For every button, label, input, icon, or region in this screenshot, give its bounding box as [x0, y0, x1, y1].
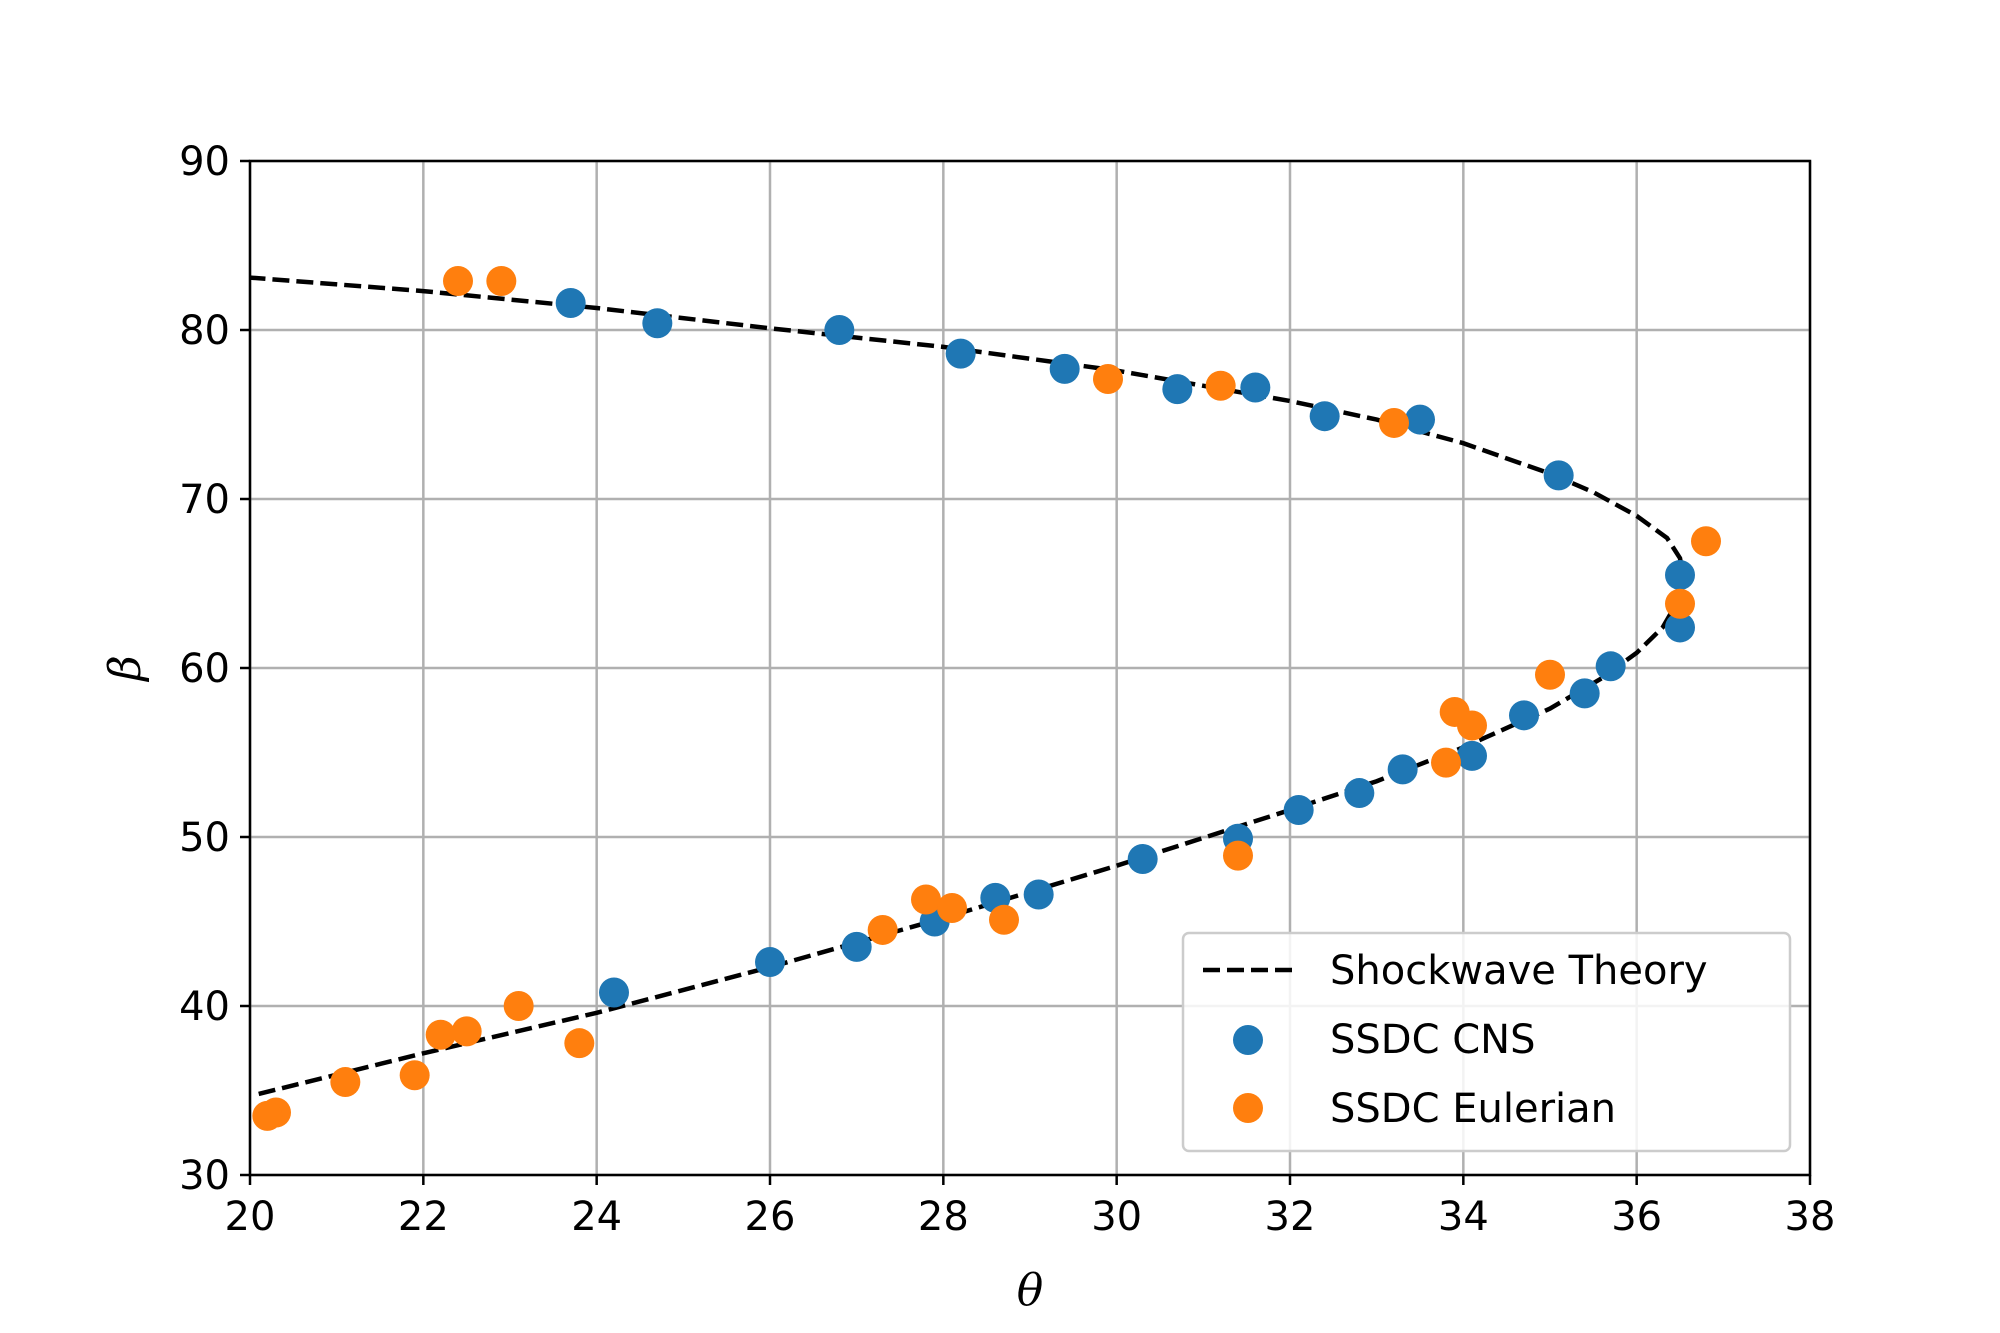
cns-point — [1543, 460, 1574, 491]
cns-point — [1283, 794, 1314, 825]
cns-point — [1309, 401, 1340, 432]
cns-point — [1387, 754, 1418, 785]
plot-area — [249, 265, 1721, 1131]
eulerian-point — [425, 1019, 456, 1050]
cns-point — [642, 308, 673, 339]
eulerian-point — [443, 265, 473, 296]
cns-point — [1665, 560, 1695, 591]
eulerian-point — [937, 892, 967, 923]
x-tick-label: 36 — [1611, 1194, 1662, 1240]
ticks: 20 22 24 26 28 30 32 34 36 38 30 40 50 60 70 80 90 — [179, 139, 1835, 1240]
eulerian-point — [1535, 659, 1565, 690]
cns-point — [1405, 404, 1435, 435]
x-tick-label: 38 — [1785, 1194, 1836, 1240]
cns-point — [1127, 843, 1158, 874]
x-tick-label: 32 — [1265, 1194, 1316, 1240]
eulerian-point — [252, 1100, 283, 1131]
legend-eulerian-swatch — [1233, 1093, 1263, 1123]
cns-point — [1344, 778, 1375, 809]
x-tick-label: 24 — [571, 1194, 622, 1240]
cns-point — [555, 287, 586, 318]
y-tick-label: 40 — [179, 984, 230, 1030]
eulerian-point — [1665, 588, 1695, 619]
cns-point — [755, 947, 785, 978]
x-tick-label: 26 — [745, 1194, 796, 1240]
eulerian-point — [399, 1060, 430, 1091]
eulerian-point — [1691, 526, 1721, 557]
legend: Shockwave Theory SSDC CNS SSDC Eulerian — [1181, 931, 1792, 1153]
x-tick-label: 30 — [1091, 1194, 1142, 1240]
y-tick-label: 70 — [179, 477, 230, 523]
eulerian-point — [1457, 710, 1487, 741]
x-tick-label: 28 — [918, 1194, 969, 1240]
y-tick-label: 30 — [179, 1153, 230, 1199]
eulerian-point — [1431, 747, 1461, 778]
y-tick-label: 90 — [179, 139, 230, 185]
y-tick-label: 80 — [179, 308, 230, 354]
eulerian-point — [989, 904, 1019, 935]
eulerian-point — [1379, 407, 1409, 438]
eulerian-point — [1093, 364, 1123, 395]
eulerian-point — [1205, 370, 1236, 401]
legend-eulerian-label: SSDC Eulerian — [1330, 1086, 1616, 1132]
legend-theory-label: Shockwave Theory — [1330, 948, 1708, 994]
x-axis-label: θ — [1017, 1265, 1044, 1316]
eulerian-point — [330, 1067, 361, 1098]
eulerian-point — [911, 884, 941, 915]
legend-cns-label: SSDC CNS — [1330, 1017, 1535, 1063]
x-tick-label: 20 — [225, 1194, 276, 1240]
cns-point — [1240, 372, 1271, 403]
cns-point — [841, 931, 872, 962]
y-axis-label: β — [100, 655, 151, 682]
cns-point — [1049, 353, 1080, 384]
eulerian-point — [503, 991, 534, 1021]
cns-point — [599, 977, 629, 1008]
eulerian-point — [1223, 840, 1253, 871]
eulerian-point — [867, 914, 898, 945]
cns-point — [945, 338, 976, 369]
cns-point — [1569, 678, 1600, 709]
y-tick-label: 60 — [179, 646, 230, 692]
x-tick-label: 22 — [398, 1194, 449, 1240]
legend-cns-swatch — [1233, 1025, 1263, 1055]
cns-point — [1023, 879, 1054, 910]
cns-point — [1457, 740, 1487, 771]
cns-point — [1595, 651, 1626, 682]
cns-point — [1509, 700, 1539, 731]
x-tick-label: 34 — [1438, 1194, 1489, 1240]
eulerian-point — [451, 1016, 482, 1047]
cns-point — [1665, 612, 1695, 643]
cns-point — [824, 315, 855, 345]
legend-box — [1181, 931, 1792, 1153]
eulerian-point — [486, 265, 517, 296]
eulerian-point — [564, 1028, 595, 1059]
cns-point — [1162, 374, 1193, 405]
y-tick-label: 50 — [179, 815, 230, 861]
